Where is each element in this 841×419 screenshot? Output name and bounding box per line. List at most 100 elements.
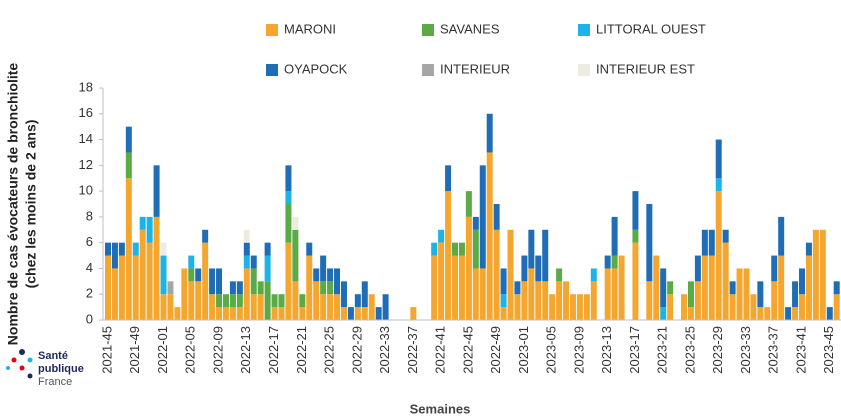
bar-segment <box>334 294 341 320</box>
bar-segment <box>410 307 417 320</box>
bar-segment <box>757 307 764 320</box>
bar-segment <box>146 242 153 320</box>
bar-segment <box>306 255 313 320</box>
bar-segment <box>493 229 500 320</box>
bar-segment <box>174 307 181 320</box>
x-tick-label: 2023-21 <box>655 326 670 374</box>
bar-segment <box>701 255 708 320</box>
x-tick-label: 2022-33 <box>377 326 392 374</box>
bar-segment <box>708 255 715 320</box>
bar-segment <box>681 294 688 320</box>
bar-segment <box>660 268 667 308</box>
bar-segment <box>833 294 840 320</box>
bar-segment <box>431 255 438 320</box>
bar-segment <box>118 255 125 320</box>
x-tick-label: 2021-45 <box>99 326 114 374</box>
bar-segment <box>160 242 167 256</box>
bar-segment <box>771 281 778 320</box>
bar-segment <box>271 307 278 320</box>
bar-segment <box>833 281 840 295</box>
bar-segment <box>327 268 334 282</box>
bar-segment <box>785 307 792 320</box>
y-tick-label: 2 <box>86 286 93 301</box>
bar-segment <box>479 268 486 320</box>
bar-segment <box>202 229 209 243</box>
bar-segment <box>167 281 174 295</box>
bar-segment <box>465 216 472 320</box>
bar-segment <box>646 204 653 282</box>
y-tick-label: 14 <box>79 131 93 146</box>
bar-segment <box>125 152 132 179</box>
legend-swatch <box>266 24 278 36</box>
y-tick-label: 6 <box>86 234 93 249</box>
bar-segment <box>264 242 271 256</box>
logo-dot <box>19 365 25 371</box>
bar-segment <box>320 294 327 320</box>
legend-label: INTERIEUR <box>440 61 510 76</box>
bar-segment <box>569 294 576 320</box>
bar-segment <box>604 255 611 269</box>
bar-segment <box>340 307 347 320</box>
bar-segment <box>188 281 195 320</box>
x-tick-label: 2023-01 <box>516 326 531 374</box>
bar-segment <box>805 255 812 320</box>
bar-segment <box>160 255 167 295</box>
x-tick-label: 2023-05 <box>544 326 559 374</box>
bar-segment <box>583 294 590 320</box>
bar-segment <box>514 294 521 320</box>
bar-segment <box>500 294 507 308</box>
bar-segment <box>458 255 465 320</box>
bar-segment <box>687 307 694 320</box>
bar-segment <box>472 229 479 269</box>
bar-segment <box>257 281 264 295</box>
bar-segment <box>139 229 146 320</box>
y-tick-label: 18 <box>79 79 93 94</box>
bar-segment <box>271 294 278 308</box>
bar-segment <box>646 281 653 320</box>
legend-swatch <box>578 24 590 36</box>
bar-segment <box>188 255 195 269</box>
bar-segment <box>153 216 160 320</box>
bar-segment <box>299 294 306 308</box>
bar-segment <box>243 229 250 243</box>
bar-segment <box>229 307 236 320</box>
bar-segment <box>285 204 292 243</box>
x-tick-label: 2023-41 <box>793 326 808 374</box>
logo-text: Santé <box>38 350 68 362</box>
bar-segment <box>209 268 216 295</box>
bar-segment <box>757 281 764 308</box>
bar-segment <box>382 294 389 320</box>
legend-swatch <box>266 64 278 76</box>
bar-segment <box>729 294 736 320</box>
bar-segment <box>486 152 493 320</box>
bar-segment <box>195 268 202 282</box>
bar-segment <box>250 255 257 269</box>
bar-segment <box>243 242 250 256</box>
bar-segment <box>778 255 785 320</box>
bar-segment <box>458 242 465 256</box>
bar-segment <box>243 255 250 269</box>
x-tick-label: 2023-13 <box>599 326 614 374</box>
bar-segment <box>819 229 826 320</box>
bar-segment <box>195 281 202 320</box>
bar-segment <box>632 191 639 230</box>
x-tick-label: 2022-01 <box>155 326 170 374</box>
bar-segment <box>750 294 757 320</box>
bar-segment <box>354 294 361 308</box>
legend-label: LITTORAL OUEST <box>596 21 706 36</box>
bar-segment <box>452 255 458 320</box>
bar-segment <box>549 294 556 320</box>
x-tick-label: 2022-49 <box>488 326 503 374</box>
bar-segment <box>528 229 535 269</box>
x-tick-label: 2023-33 <box>738 326 753 374</box>
bar-segment <box>452 242 458 256</box>
bar-segment <box>327 294 334 320</box>
y-tick-label: 12 <box>79 157 93 172</box>
logo: Santé publique France <box>6 349 84 388</box>
bar-segment <box>826 307 833 320</box>
bar-segment <box>132 255 139 320</box>
bar-segment <box>229 281 236 295</box>
bar-segment <box>320 255 327 282</box>
bar-segment <box>313 268 320 282</box>
bar-segment <box>805 242 812 256</box>
